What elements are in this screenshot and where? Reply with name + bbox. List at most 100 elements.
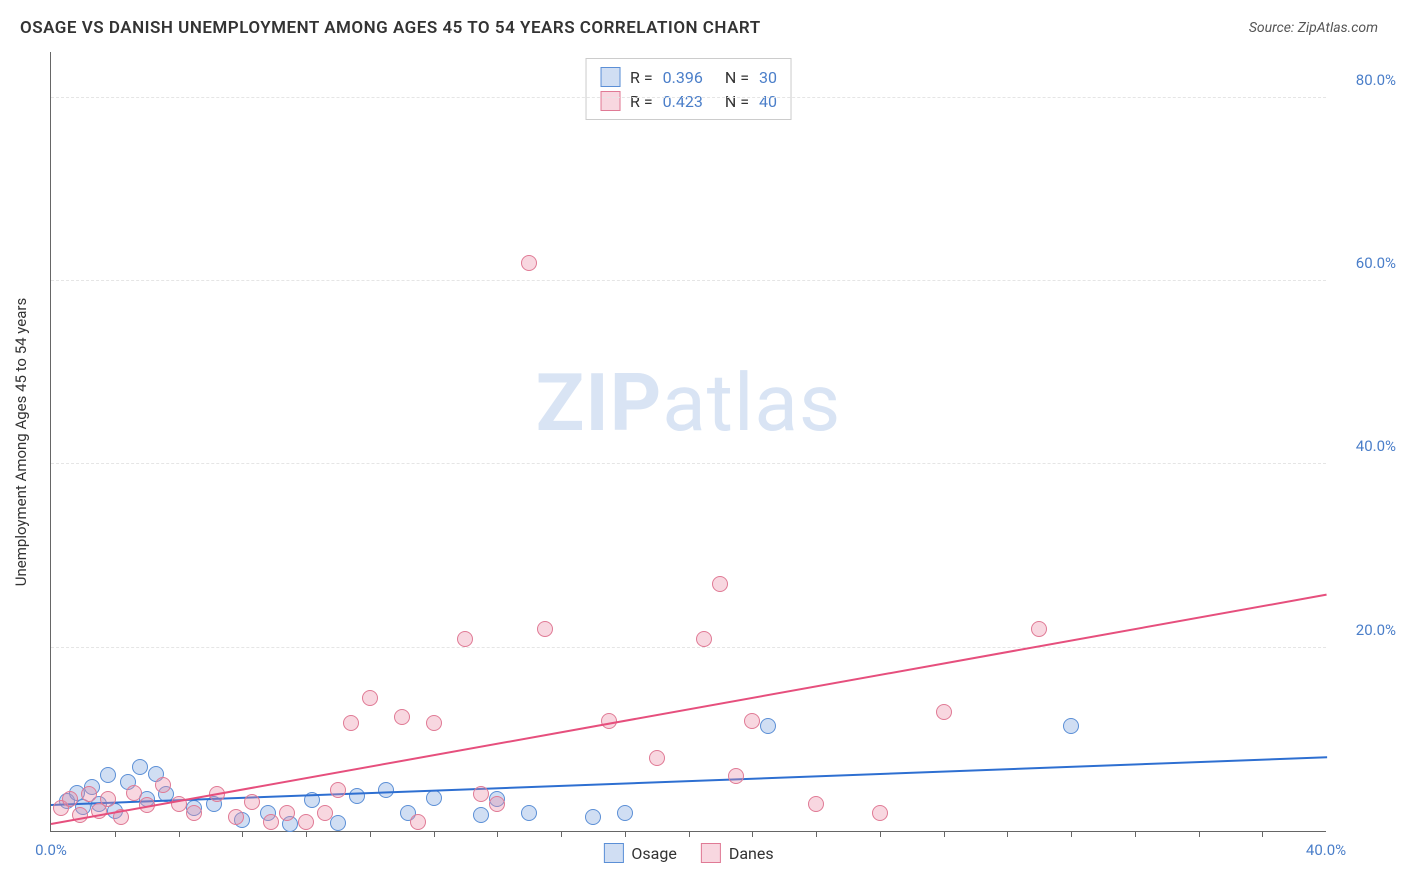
data-point <box>872 805 888 821</box>
legend-series-name: Osage <box>631 844 676 863</box>
x-tick <box>1262 831 1263 837</box>
data-point <box>330 815 346 831</box>
data-point <box>410 814 426 830</box>
x-tick <box>242 831 243 837</box>
data-point <box>457 631 473 647</box>
data-point <box>362 690 378 706</box>
legend-swatch <box>701 843 721 863</box>
data-point <box>585 809 601 825</box>
data-point <box>649 750 665 766</box>
data-point <box>489 796 505 812</box>
gridline <box>51 97 1326 98</box>
data-point <box>426 715 442 731</box>
x-tick <box>880 831 881 837</box>
legend-series-name: Danes <box>729 844 774 863</box>
legend-r-label: R = <box>630 68 653 87</box>
data-point <box>100 791 116 807</box>
x-tick <box>816 831 817 837</box>
legend-r-value: 0.396 <box>663 68 703 87</box>
x-tick <box>1007 831 1008 837</box>
legend-n-label: N = <box>725 68 749 87</box>
data-point <box>394 709 410 725</box>
data-point <box>317 805 333 821</box>
legend-row: R = 0.396 N = 30 <box>600 65 777 89</box>
data-point <box>696 631 712 647</box>
data-point <box>263 814 279 830</box>
trend-line <box>51 757 1327 807</box>
data-point <box>426 790 442 806</box>
legend-r-value: 0.423 <box>663 92 703 111</box>
data-point <box>1031 621 1047 637</box>
gridline <box>51 463 1326 464</box>
scatter-plot-area: Unemployment Among Ages 45 to 54 years Z… <box>50 52 1326 832</box>
x-tick <box>497 831 498 837</box>
gridline <box>51 647 1326 648</box>
data-point <box>808 796 824 812</box>
data-point <box>343 715 359 731</box>
data-point <box>132 759 148 775</box>
legend-r-label: R = <box>630 92 653 111</box>
x-tick <box>944 831 945 837</box>
data-point <box>100 767 116 783</box>
data-point <box>126 785 142 801</box>
data-point <box>330 782 346 798</box>
data-point <box>349 788 365 804</box>
legend-swatch <box>600 67 620 87</box>
series-legend: Osage Danes <box>603 843 773 863</box>
data-point <box>712 576 728 592</box>
data-point <box>228 809 244 825</box>
data-point <box>760 718 776 734</box>
x-tick <box>689 831 690 837</box>
data-point <box>244 794 260 810</box>
data-point <box>1063 718 1079 734</box>
legend-swatch <box>600 91 620 111</box>
data-point <box>62 791 78 807</box>
legend-item: Danes <box>701 843 774 863</box>
data-point <box>521 255 537 271</box>
x-tick <box>1135 831 1136 837</box>
y-axis-title: Unemployment Among Ages 45 to 54 years <box>12 297 30 585</box>
x-tick-label: 40.0% <box>1306 841 1346 859</box>
data-point <box>521 805 537 821</box>
y-tick-label: 80.0% <box>1336 71 1396 89</box>
x-tick-label: 0.0% <box>35 841 67 859</box>
legend-item: Osage <box>603 843 676 863</box>
legend-n-value: 40 <box>759 92 777 111</box>
data-point <box>186 805 202 821</box>
x-tick <box>625 831 626 837</box>
x-tick <box>370 831 371 837</box>
data-point <box>473 807 489 823</box>
data-point <box>617 805 633 821</box>
legend-n-label: N = <box>725 92 749 111</box>
source-attribution: Source: ZipAtlas.com <box>1249 20 1378 36</box>
data-point <box>473 786 489 802</box>
data-point <box>298 814 314 830</box>
data-point <box>279 805 295 821</box>
x-tick <box>115 831 116 837</box>
data-point <box>81 786 97 802</box>
y-tick-label: 40.0% <box>1336 437 1396 455</box>
x-tick <box>179 831 180 837</box>
data-point <box>155 777 171 793</box>
x-tick <box>306 831 307 837</box>
legend-n-value: 30 <box>759 68 777 87</box>
correlation-legend: R = 0.396 N = 30 R = 0.423 N = 40 <box>585 58 792 120</box>
x-tick <box>561 831 562 837</box>
x-tick <box>434 831 435 837</box>
y-tick-label: 20.0% <box>1336 621 1396 639</box>
x-tick <box>752 831 753 837</box>
data-point <box>537 621 553 637</box>
data-point <box>378 782 394 798</box>
watermark: ZIPatlas <box>536 356 841 450</box>
data-point <box>744 713 760 729</box>
data-point <box>936 704 952 720</box>
chart-title: OSAGE VS DANISH UNEMPLOYMENT AMONG AGES … <box>20 18 761 38</box>
data-point <box>728 768 744 784</box>
gridline <box>51 280 1326 281</box>
trend-line <box>51 593 1327 824</box>
legend-row: R = 0.423 N = 40 <box>600 89 777 113</box>
x-tick <box>1071 831 1072 837</box>
legend-swatch <box>603 843 623 863</box>
y-tick-label: 60.0% <box>1336 254 1396 272</box>
x-tick <box>1199 831 1200 837</box>
